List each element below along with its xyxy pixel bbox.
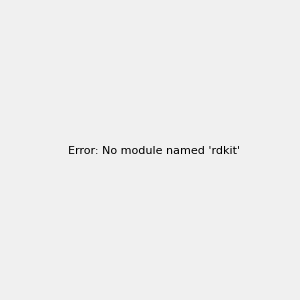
- Text: Error: No module named 'rdkit': Error: No module named 'rdkit': [68, 146, 240, 157]
